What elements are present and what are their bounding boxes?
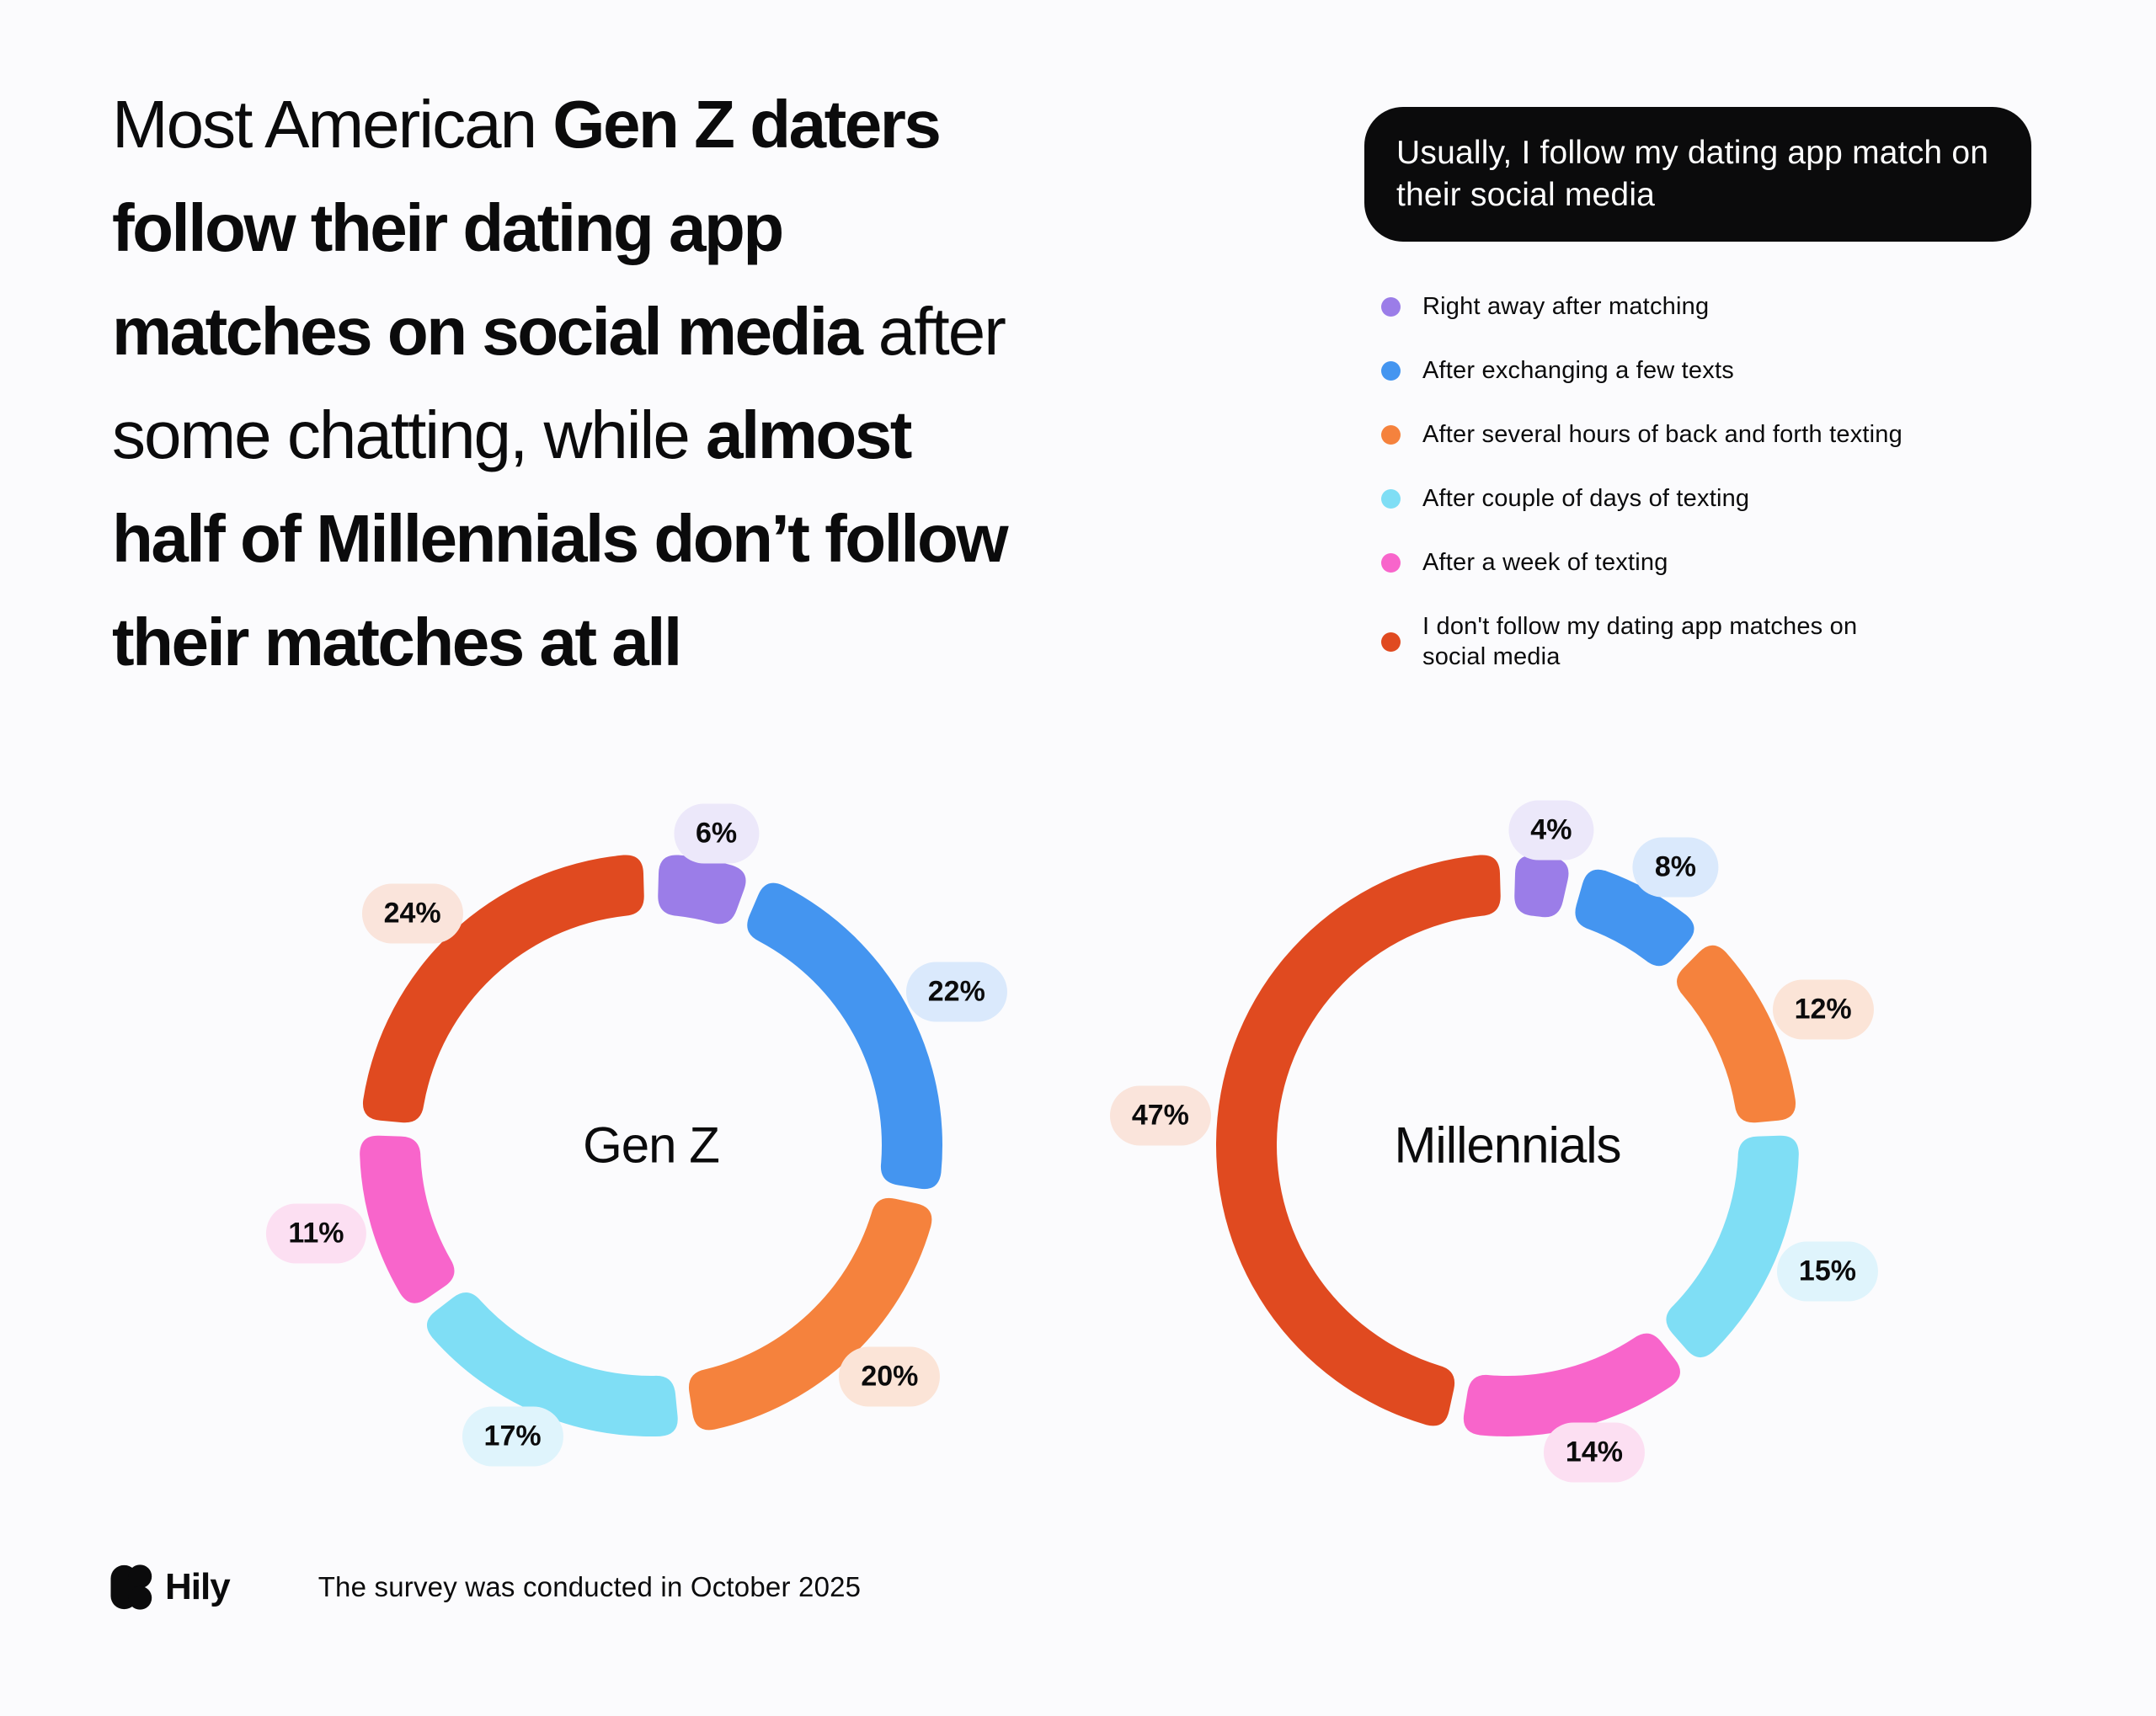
donut-value-label: 22% (905, 962, 1007, 1022)
donut-value-label: 24% (361, 883, 463, 944)
donut-segment-right-away-after-matching (1514, 855, 1569, 918)
headline-bold-text: almost (706, 397, 912, 472)
chart-title-genz: Gen Z (583, 1116, 720, 1174)
donut-value-label: 47% (1109, 1085, 1211, 1146)
headline-line: follow their dating app (112, 176, 1342, 280)
headline-line: half of Millennials don’t follow (112, 487, 1342, 590)
donut-segment-after-couple-of-days-texting (426, 1292, 678, 1436)
legend-item-after-a-week-of-texting: After a week of texting (1381, 547, 1911, 578)
hily-logo-icon (110, 1564, 152, 1610)
legend-item-label: After a week of texting (1422, 549, 1668, 576)
legend-color-dot (1381, 296, 1401, 317)
legend-item-after-couple-of-days-texting: After couple of days of texting (1381, 483, 1911, 514)
headline-line: some chatting, while almost (112, 383, 1342, 487)
headline-text: after (861, 294, 1006, 369)
legend-item-label: After exchanging a few texts (1422, 357, 1734, 384)
donut-ring-genz (360, 855, 943, 1436)
legend-item-label: After couple of days of texting (1422, 485, 1750, 512)
legend-item-label: Right away after matching (1422, 293, 1710, 320)
donut-segment-after-a-week-of-texting (1463, 1333, 1680, 1437)
donut-value-label: 4% (1508, 800, 1594, 861)
headline-bold-text: their matches at all (112, 605, 682, 679)
donut-value-label: 12% (1772, 979, 1874, 1040)
donut-segment-after-several-hours-texting (1677, 945, 1796, 1123)
donut-segment-right-away-after-matching (658, 855, 746, 925)
headline-text: Most American (112, 87, 553, 162)
headline: Most American Gen Z daters follow their d… (112, 72, 1342, 694)
headline-text: some chatting, while (112, 397, 707, 472)
legend-item-label: After several hours of back and forth te… (1422, 421, 1903, 448)
legend-item-after-several-hours-texting: After several hours of back and forth te… (1381, 419, 1911, 450)
donut-segment-after-a-few-texts (1575, 869, 1694, 967)
donut-segment-after-several-hours-texting (688, 1197, 932, 1431)
donut-segment-after-couple-of-days-texting (1666, 1135, 1799, 1358)
donut-chart: Millennials 4% 8% 12% 15% 14% 47% (1109, 800, 1878, 1483)
legend-color-dot (1381, 360, 1401, 381)
headline-line: matches on social media after (112, 280, 1342, 383)
donut-chart: Gen Z 6% 22% 20% 17% 11% 24% (266, 803, 1007, 1474)
donut-value-label: 8% (1632, 837, 1719, 898)
headline-bold-text: Gen Z daters (552, 87, 942, 162)
brand-name: Hily (165, 1566, 231, 1607)
legend-color-dot (1381, 424, 1401, 445)
donut-segment-after-a-few-texts (747, 882, 943, 1190)
survey-note: The survey was conducted in October 2025 (318, 1571, 862, 1602)
footer: Hily The survey was conducted in October… (108, 1563, 861, 1612)
donut-value-label: 11% (266, 1203, 366, 1264)
donut-value-label: 17% (462, 1406, 563, 1467)
donut-value-label: 20% (839, 1346, 941, 1407)
donut-segment-after-a-week-of-texting (360, 1135, 455, 1303)
legend-list: Right away after matching After exchangin… (1381, 291, 1911, 706)
donut-ring-millennials (1215, 855, 1799, 1437)
legend-item-after-a-few-texts: After exchanging a few texts (1381, 355, 1911, 386)
donut-segment-dont-follow-on-social-media (362, 855, 644, 1123)
headline-bold-text: follow their dating app (112, 190, 784, 265)
headline-line: their matches at all (112, 590, 1342, 694)
legend-color-dot (1381, 488, 1401, 509)
legend-item-right-away-after-matching: Right away after matching (1381, 291, 1911, 322)
legend-item-label: I don't follow my dating app matches on … (1422, 613, 1858, 670)
donut-segment-dont-follow-on-social-media (1215, 855, 1501, 1426)
headline-bold-text: half of Millennials don’t follow (112, 501, 1009, 576)
donut-value-label: 15% (1776, 1241, 1878, 1302)
donut-value-label: 14% (1543, 1422, 1645, 1483)
legend-title-pill: Usually, I follow my dating app match on… (1364, 107, 2031, 242)
legend-color-dot (1381, 552, 1401, 573)
chart-title-millennials: Millennials (1394, 1116, 1621, 1174)
headline-bold-text: matches on social media (112, 294, 863, 369)
legend-item-dont-follow-on-social-media: I don't follow my dating app matches on … (1381, 611, 1911, 672)
donut-value-label: 6% (673, 803, 760, 864)
headline-line: Most American Gen Z daters (112, 72, 1342, 176)
legend-color-dot (1381, 632, 1401, 652)
